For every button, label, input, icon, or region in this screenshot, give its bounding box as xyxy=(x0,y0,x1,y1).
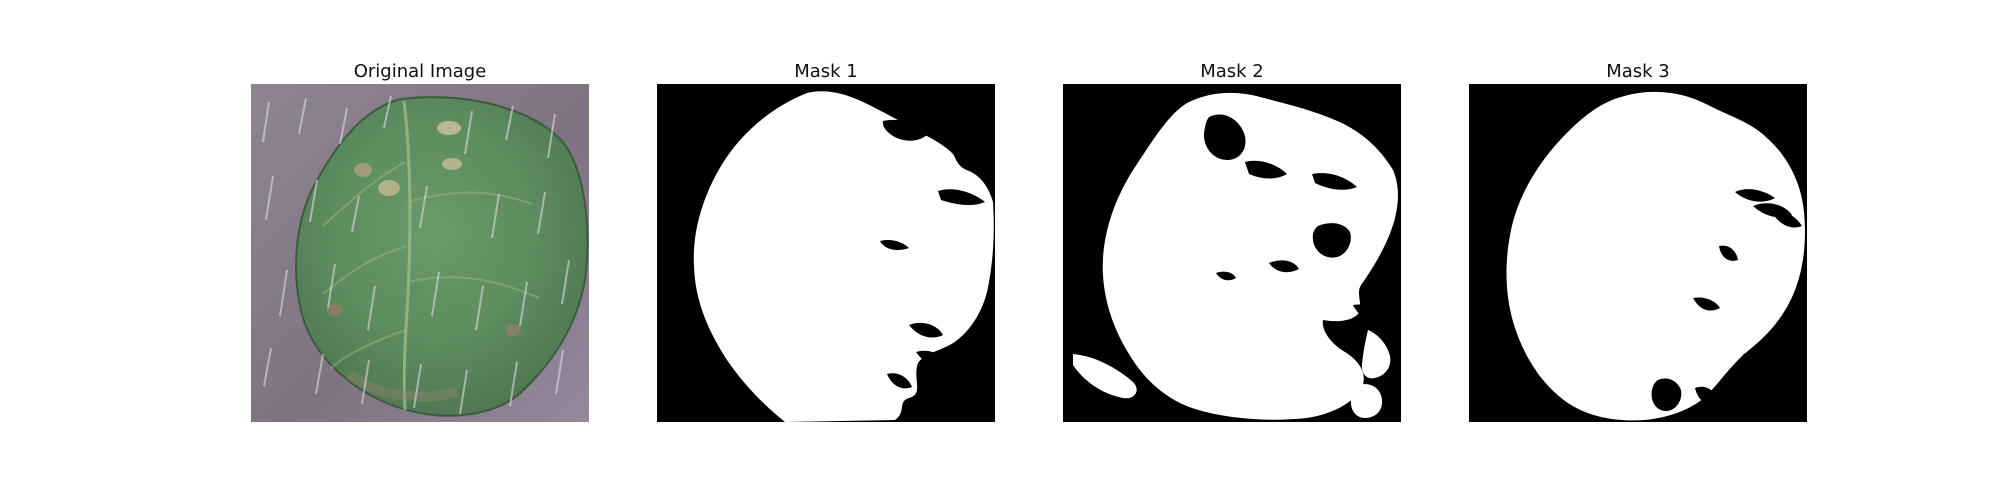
panel-mask-3: Mask 3 xyxy=(1469,60,1807,84)
mask-1-graphic xyxy=(657,84,995,422)
panel-mask-1: Mask 1 xyxy=(657,60,995,84)
mask-2-graphic xyxy=(1063,84,1401,422)
leaf-photo xyxy=(251,84,589,422)
mask-image-1 xyxy=(657,84,995,422)
panel-title: Original Image xyxy=(251,60,589,84)
mask-3-graphic xyxy=(1469,84,1807,422)
panel-original-image: Original Image xyxy=(251,60,589,84)
panel-title: Mask 2 xyxy=(1063,60,1401,84)
panel-title: Mask 1 xyxy=(657,60,995,84)
original-image xyxy=(251,84,589,422)
mask-image-3 xyxy=(1469,84,1807,422)
panel-title: Mask 3 xyxy=(1469,60,1807,84)
panel-mask-2: Mask 2 xyxy=(1063,60,1401,84)
mask-image-2 xyxy=(1063,84,1401,422)
